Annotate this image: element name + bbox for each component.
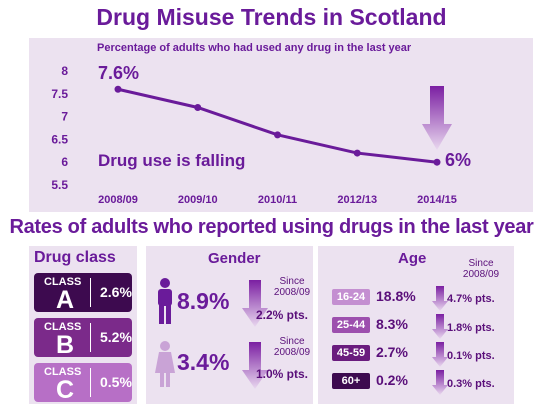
y-axis: 5.5 6 6.5 7 7.5 8 xyxy=(51,64,68,192)
down-arrow-icon xyxy=(432,342,448,367)
gender-panel: Gender 8.9% Since 2008/09 2.2% pts. 3.4% … xyxy=(146,246,313,404)
down-arrow-icon xyxy=(432,286,448,311)
x-tick-label: 2012/13 xyxy=(337,194,377,206)
class-word: CLASS xyxy=(44,276,82,288)
y-tick-label: 7 xyxy=(61,110,68,124)
x-axis: 2008/09 2009/10 2010/11 2012/13 2014/15 xyxy=(98,194,457,206)
female-icon xyxy=(155,341,175,387)
start-value-label: 7.6% xyxy=(98,63,139,83)
age-change: 4.7% pts. xyxy=(447,293,495,305)
data-point xyxy=(433,158,441,166)
divider xyxy=(90,368,91,397)
x-tick-label: 2014/15 xyxy=(417,194,457,206)
class-letter: A xyxy=(56,286,75,314)
drug-class-title: Drug class xyxy=(34,249,116,266)
class-value: 0.5% xyxy=(100,374,132,390)
age-group-25-44: 25-44 xyxy=(332,317,370,333)
age-since-label: Since 2008/09 xyxy=(462,258,500,280)
class-word: CLASS xyxy=(44,321,82,333)
divider xyxy=(90,323,91,352)
y-tick-label: 8 xyxy=(61,64,68,78)
age-value: 8.3% xyxy=(376,316,408,332)
age-group-16-24: 16-24 xyxy=(332,289,370,305)
x-tick-label: 2009/10 xyxy=(178,194,218,206)
y-tick-label: 7.5 xyxy=(51,87,68,101)
down-arrow-icon xyxy=(242,342,268,389)
down-arrow-icon xyxy=(242,280,268,327)
age-group-60plus: 60+ xyxy=(332,373,370,389)
age-title: Age xyxy=(398,250,427,267)
x-tick-label: 2010/11 xyxy=(258,194,297,206)
age-value: 2.7% xyxy=(376,344,408,360)
down-arrow-icon xyxy=(432,314,448,339)
y-tick-label: 6 xyxy=(61,155,68,169)
data-point xyxy=(114,85,122,93)
male-change: 2.2% pts. xyxy=(256,308,309,322)
age-change: 0.3% pts. xyxy=(447,378,495,390)
chart-annotation: Drug use is falling xyxy=(98,151,245,170)
down-arrow-icon xyxy=(432,370,448,395)
class-b-box: CLASS B 5.2% xyxy=(34,318,132,359)
section-title: Rates of adults who reported using drugs… xyxy=(9,216,534,238)
class-word: CLASS xyxy=(44,366,82,378)
data-point xyxy=(274,131,281,139)
age-panel: Age Since 2008/09 16-24 18.8% 4.7% pts. 2… xyxy=(318,246,514,404)
y-tick-label: 6.5 xyxy=(51,132,68,146)
age-change: 1.8% pts. xyxy=(447,322,495,334)
data-point xyxy=(194,103,202,111)
chart-title: Percentage of adults who had used any dr… xyxy=(97,42,412,54)
drug-class-panel-bg: Drug class CLASS A 2.6% CLASS B 5.2% CLA… xyxy=(29,246,137,404)
divider xyxy=(90,278,91,307)
line-chart: 5.5 6 6.5 7 7.5 8 2008/09 2009/10 2010/11 2012/1… xyxy=(51,63,471,206)
page-title: Drug Misuse Trends in Scotland xyxy=(96,4,447,30)
series-points xyxy=(114,85,441,166)
class-letter: C xyxy=(56,376,75,404)
x-tick-label: 2008/09 xyxy=(98,194,138,206)
female-value: 3.4% xyxy=(177,349,230,375)
male-since-label: Since 2008/09 xyxy=(273,276,311,298)
class-c-box: CLASS C 0.5% xyxy=(34,363,132,404)
female-since-label: Since 2008/09 xyxy=(273,336,311,358)
end-value-label: 6% xyxy=(445,150,471,170)
class-a-box: CLASS A 2.6% xyxy=(34,273,132,314)
age-group-45-59: 45-59 xyxy=(332,345,370,361)
class-value: 5.2% xyxy=(100,329,132,345)
female-change: 1.0% pts. xyxy=(256,367,309,381)
data-point xyxy=(353,149,361,157)
class-value: 2.6% xyxy=(100,284,132,300)
age-change: 0.1% pts. xyxy=(447,350,495,362)
male-icon xyxy=(158,278,172,324)
y-tick-label: 5.5 xyxy=(51,178,68,192)
age-value: 18.8% xyxy=(376,288,416,304)
class-letter: B xyxy=(56,331,75,359)
gender-title: Gender xyxy=(208,250,261,267)
age-value: 0.2% xyxy=(376,372,408,388)
male-value: 8.9% xyxy=(177,288,230,314)
down-arrow-icon xyxy=(422,86,452,150)
